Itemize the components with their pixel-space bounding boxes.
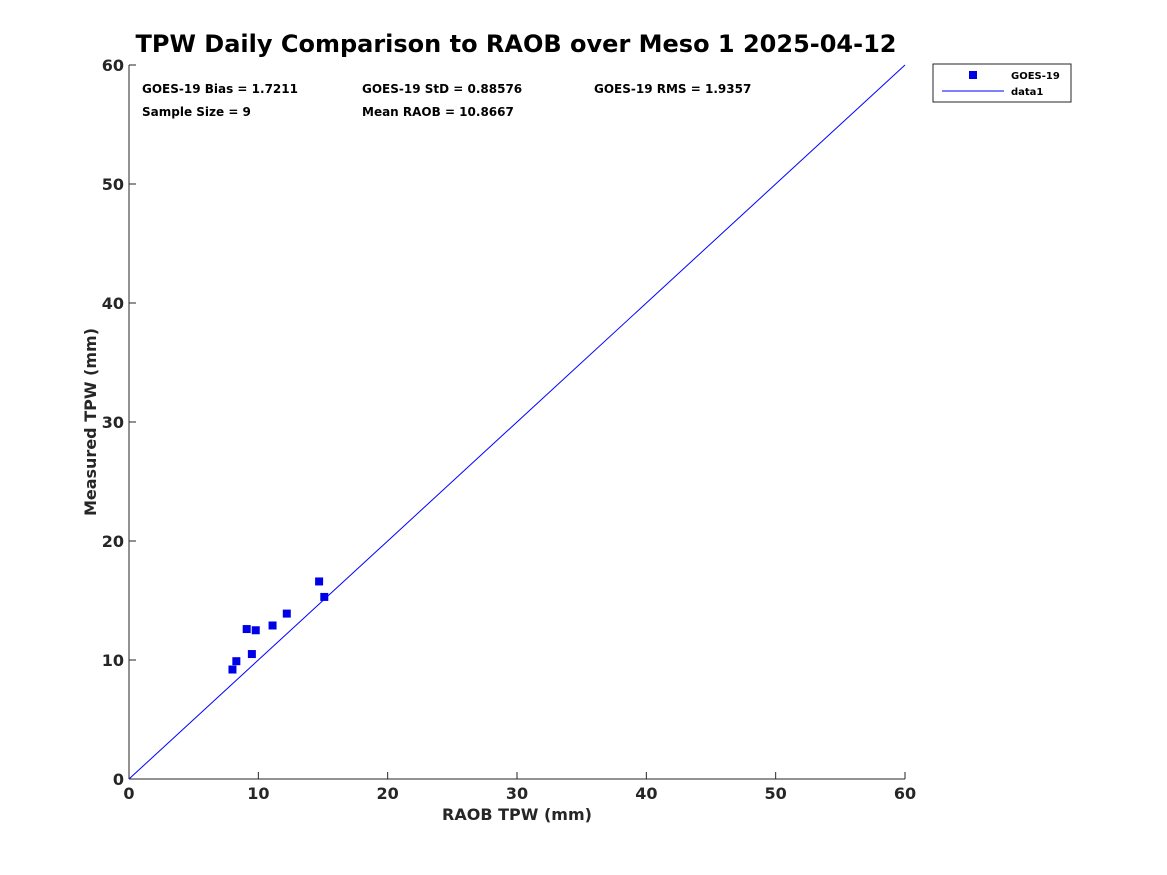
scatter-point [320, 592, 329, 601]
x-tick-label: 50 [765, 784, 787, 803]
scatter-point [242, 625, 251, 634]
rms-annotation: GOES-19 RMS = 1.9357 [594, 82, 751, 96]
scatter-point [268, 621, 277, 630]
scatter-point [282, 609, 291, 618]
std-annotation: GOES-19 StD = 0.88576 [362, 82, 522, 96]
x-tick-label: 0 [123, 784, 134, 803]
x-axis-ticks: 0 10 20 30 40 50 60 [123, 772, 916, 803]
legend: GOES-19 data1 [932, 63, 1072, 103]
y-tick-label: 60 [102, 56, 124, 75]
y-axis-ticks: 0 10 20 30 40 50 60 [102, 56, 136, 789]
y-tick-label: 0 [113, 770, 124, 789]
scatter-point [232, 657, 241, 666]
legend-box [932, 63, 1072, 103]
sample-size-annotation: Sample Size = 9 [142, 105, 251, 119]
legend-label-goes19: GOES-19 [1011, 71, 1060, 82]
x-tick-label: 10 [247, 784, 269, 803]
scatter-point [228, 665, 237, 674]
y-tick-label: 30 [102, 413, 124, 432]
y-tick-label: 40 [102, 294, 124, 313]
y-tick-label: 20 [102, 532, 124, 551]
y-tick-label: 10 [102, 651, 124, 670]
y-tick-label: 50 [102, 175, 124, 194]
x-tick-label: 30 [506, 784, 528, 803]
mean-raob-annotation: Mean RAOB = 10.8667 [362, 105, 514, 119]
y-axis-label: Measured TPW (mm) [81, 328, 100, 516]
scatter-point [315, 577, 324, 586]
legend-label-data1: data1 [1011, 87, 1043, 98]
scatter-point [247, 650, 256, 659]
x-tick-label: 40 [635, 784, 657, 803]
legend-marker-goes19 [969, 71, 977, 79]
x-tick-label: 20 [377, 784, 399, 803]
bias-annotation: GOES-19 Bias = 1.7211 [142, 82, 298, 96]
scatter-point [251, 626, 260, 635]
chart-title: TPW Daily Comparison to RAOB over Meso 1… [135, 30, 896, 58]
series-line-data1 [128, 64, 906, 780]
series-layer [128, 64, 906, 780]
x-tick-label: 60 [894, 784, 916, 803]
x-axis-label: RAOB TPW (mm) [442, 805, 592, 824]
